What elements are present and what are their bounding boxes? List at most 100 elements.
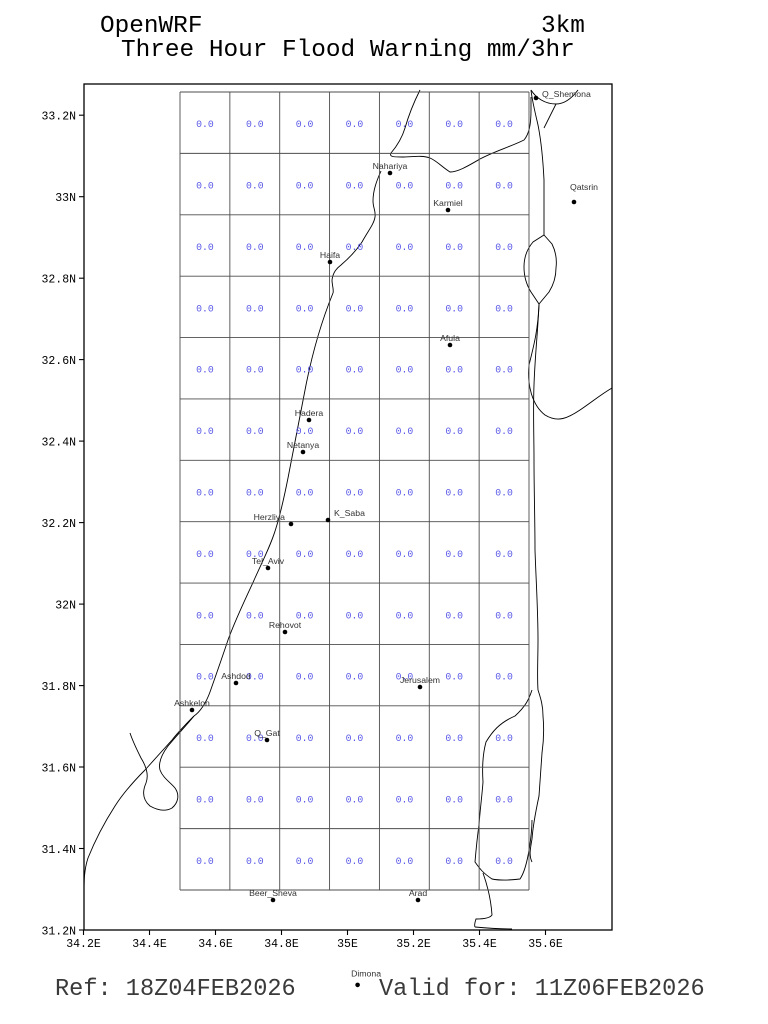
svg-text:34.4E: 34.4E: [132, 938, 167, 951]
svg-text:0.0: 0.0: [445, 303, 463, 314]
svg-text:0.0: 0.0: [246, 181, 264, 192]
svg-text:Three Hour Flood Warning mm/3h: Three Hour Flood Warning mm/3hr: [121, 37, 575, 64]
svg-text:0.0: 0.0: [296, 549, 314, 560]
svg-text:0.0: 0.0: [445, 733, 463, 744]
svg-text:35.4E: 35.4E: [462, 938, 497, 951]
svg-text:0.0: 0.0: [495, 242, 513, 253]
svg-text:0.0: 0.0: [246, 856, 264, 867]
svg-text:0.0: 0.0: [445, 426, 463, 437]
svg-text:31.8N: 31.8N: [41, 681, 76, 694]
svg-text:0.0: 0.0: [246, 365, 264, 376]
svg-text:0.0: 0.0: [296, 488, 314, 499]
svg-text:0.0: 0.0: [445, 119, 463, 130]
svg-text:0.0: 0.0: [396, 426, 414, 437]
svg-text:Afula: Afula: [440, 333, 460, 343]
svg-text:34.2E: 34.2E: [66, 938, 101, 951]
svg-text:Ashkelon: Ashkelon: [174, 698, 210, 708]
svg-text:0.0: 0.0: [196, 365, 214, 376]
svg-text:0.0: 0.0: [396, 119, 414, 130]
svg-text:0.0: 0.0: [346, 794, 364, 805]
svg-text:0.0: 0.0: [246, 794, 264, 805]
svg-text:Dimona: Dimona: [351, 969, 381, 979]
svg-text:0.0: 0.0: [296, 242, 314, 253]
svg-text:Ashdod: Ashdod: [221, 671, 251, 681]
svg-text:0.0: 0.0: [346, 549, 364, 560]
svg-text:0.0: 0.0: [196, 672, 214, 683]
svg-text:0.0: 0.0: [445, 549, 463, 560]
svg-text:0.0: 0.0: [346, 303, 364, 314]
svg-text:32N: 32N: [55, 600, 76, 613]
svg-text:0.0: 0.0: [346, 672, 364, 683]
svg-text:0.0: 0.0: [445, 488, 463, 499]
svg-text:Hadera: Hadera: [295, 408, 324, 418]
svg-text:Beer_Sheva: Beer_Sheva: [249, 888, 297, 898]
svg-text:0.0: 0.0: [495, 181, 513, 192]
svg-text:Q_Shemona: Q_Shemona: [542, 89, 591, 99]
svg-text:0.0: 0.0: [196, 549, 214, 560]
svg-text:0.0: 0.0: [396, 610, 414, 621]
svg-text:0.0: 0.0: [296, 426, 314, 437]
svg-text:32.2N: 32.2N: [41, 518, 76, 531]
svg-text:Rehovot: Rehovot: [269, 620, 302, 630]
svg-text:0.0: 0.0: [495, 672, 513, 683]
svg-text:0.0: 0.0: [495, 119, 513, 130]
svg-text:0.0: 0.0: [296, 181, 314, 192]
svg-text:31.6N: 31.6N: [41, 763, 76, 776]
svg-text:0.0: 0.0: [396, 549, 414, 560]
svg-text:0.0: 0.0: [445, 794, 463, 805]
svg-text:0.0: 0.0: [296, 119, 314, 130]
svg-text:35E: 35E: [337, 938, 358, 951]
svg-text:0.0: 0.0: [246, 303, 264, 314]
svg-text:0.0: 0.0: [396, 365, 414, 376]
svg-text:0.0: 0.0: [495, 488, 513, 499]
svg-text:0.0: 0.0: [396, 856, 414, 867]
svg-text:0.0: 0.0: [445, 610, 463, 621]
svg-text:0.0: 0.0: [396, 242, 414, 253]
svg-text:0.0: 0.0: [495, 733, 513, 744]
svg-text:0.0: 0.0: [246, 610, 264, 621]
svg-text:0.0: 0.0: [246, 488, 264, 499]
svg-text:Nahariya: Nahariya: [373, 161, 408, 171]
svg-text:33N: 33N: [55, 192, 76, 205]
svg-text:0.0: 0.0: [495, 303, 513, 314]
svg-text:0.0: 0.0: [445, 856, 463, 867]
svg-text:0.0: 0.0: [346, 242, 364, 253]
svg-text:0.0: 0.0: [495, 610, 513, 621]
svg-text:0.0: 0.0: [495, 365, 513, 376]
svg-text:0.0: 0.0: [296, 672, 314, 683]
svg-text:0.0: 0.0: [296, 794, 314, 805]
svg-text:0.0: 0.0: [445, 672, 463, 683]
svg-text:Tel_Aviv: Tel_Aviv: [252, 556, 285, 566]
svg-text:0.0: 0.0: [396, 733, 414, 744]
svg-text:0.0: 0.0: [246, 119, 264, 130]
svg-text:0.0: 0.0: [346, 426, 364, 437]
svg-text:0.0: 0.0: [296, 733, 314, 744]
svg-text:0.0: 0.0: [495, 794, 513, 805]
svg-text:0.0: 0.0: [296, 303, 314, 314]
svg-text:32.6N: 32.6N: [41, 355, 76, 368]
svg-text:0.0: 0.0: [346, 856, 364, 867]
svg-text:31.2N: 31.2N: [41, 926, 76, 939]
svg-text:Jerusalem: Jerusalem: [400, 675, 440, 685]
svg-text:0.0: 0.0: [445, 365, 463, 376]
svg-text:Netanya: Netanya: [287, 440, 320, 450]
svg-text:0.0: 0.0: [495, 549, 513, 560]
svg-text:34.8E: 34.8E: [264, 938, 299, 951]
svg-text:0.0: 0.0: [196, 181, 214, 192]
svg-text:32.4N: 32.4N: [41, 437, 76, 450]
svg-text:OpenWRF: OpenWRF: [100, 13, 202, 40]
svg-text:0.0: 0.0: [346, 610, 364, 621]
svg-text:0.0: 0.0: [346, 488, 364, 499]
svg-text:0.0: 0.0: [396, 794, 414, 805]
svg-text:Q_Gat: Q_Gat: [254, 728, 280, 738]
svg-text:Herzliya: Herzliya: [254, 512, 286, 522]
svg-text:32.8N: 32.8N: [41, 274, 76, 287]
svg-text:0.0: 0.0: [396, 488, 414, 499]
svg-text:0.0: 0.0: [346, 181, 364, 192]
svg-text:Karmiel: Karmiel: [433, 198, 463, 208]
svg-text:0.0: 0.0: [396, 303, 414, 314]
svg-text:0.0: 0.0: [396, 181, 414, 192]
svg-text:0.0: 0.0: [246, 426, 264, 437]
svg-text:35.2E: 35.2E: [396, 938, 431, 951]
svg-text:0.0: 0.0: [196, 488, 214, 499]
